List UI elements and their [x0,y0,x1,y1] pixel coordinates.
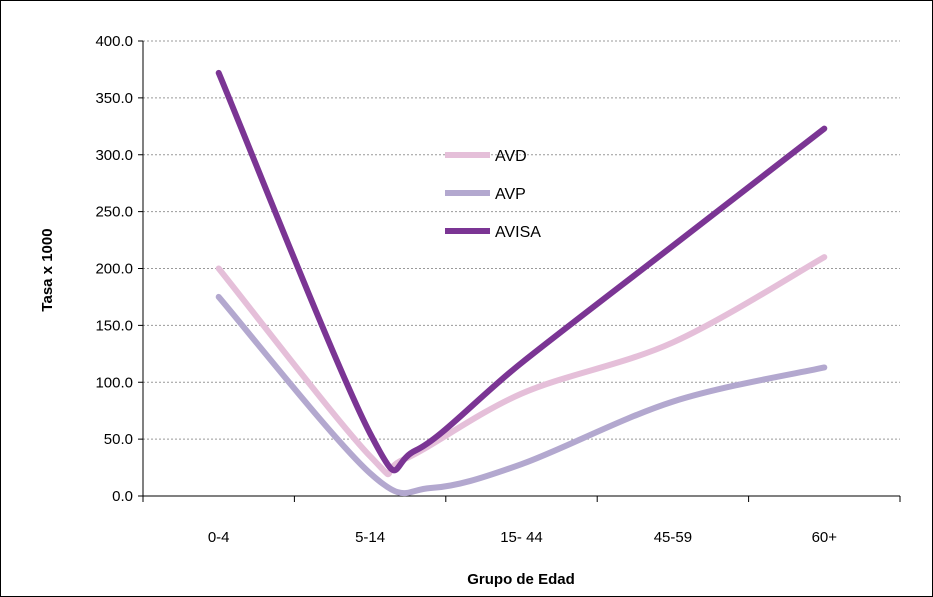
y-tick-label: 100.0 [95,374,133,391]
y-tick-label: 350.0 [95,90,133,107]
axes [142,41,900,497]
x-tick-label: 0-4 [208,529,230,546]
series-line-avd [215,254,828,478]
x-tick-label: 45-59 [654,529,692,546]
x-tick-label: 60+ [812,529,838,546]
series-line-avisa [215,69,828,474]
y-tick-label: 400.0 [95,33,133,50]
x-tick-label: 15- 44 [500,529,543,546]
y-tick-label: 0.0 [112,488,133,505]
y-tick-label: 250.0 [95,204,133,221]
y-tick-label: 150.0 [95,317,133,334]
legend-label-avisa: AVISA [495,224,541,241]
legend-label-avd: AVD [495,148,527,165]
y-tick-label: 50.0 [104,431,133,448]
y-tick-label: 200.0 [95,261,133,278]
gridlines [138,40,900,497]
x-axis-title: Grupo de Edad [467,571,575,588]
series-lines [215,69,828,497]
legend-label-avp: AVP [495,186,526,203]
x-tick-label: 5-14 [355,529,385,546]
x-tick-labels: 0-4 5-14 15- 44 45-59 60+ [142,496,901,546]
legend: AVD AVP AVISA [445,148,541,241]
y-axis-title: Tasa x 1000 [39,228,56,311]
y-tick-labels: 0.0 50.0 100.0 150.0 200.0 250.0 300.0 350.0 400… [95,33,133,505]
y-tick-label: 300.0 [95,147,133,164]
series-line-avp [215,293,828,497]
